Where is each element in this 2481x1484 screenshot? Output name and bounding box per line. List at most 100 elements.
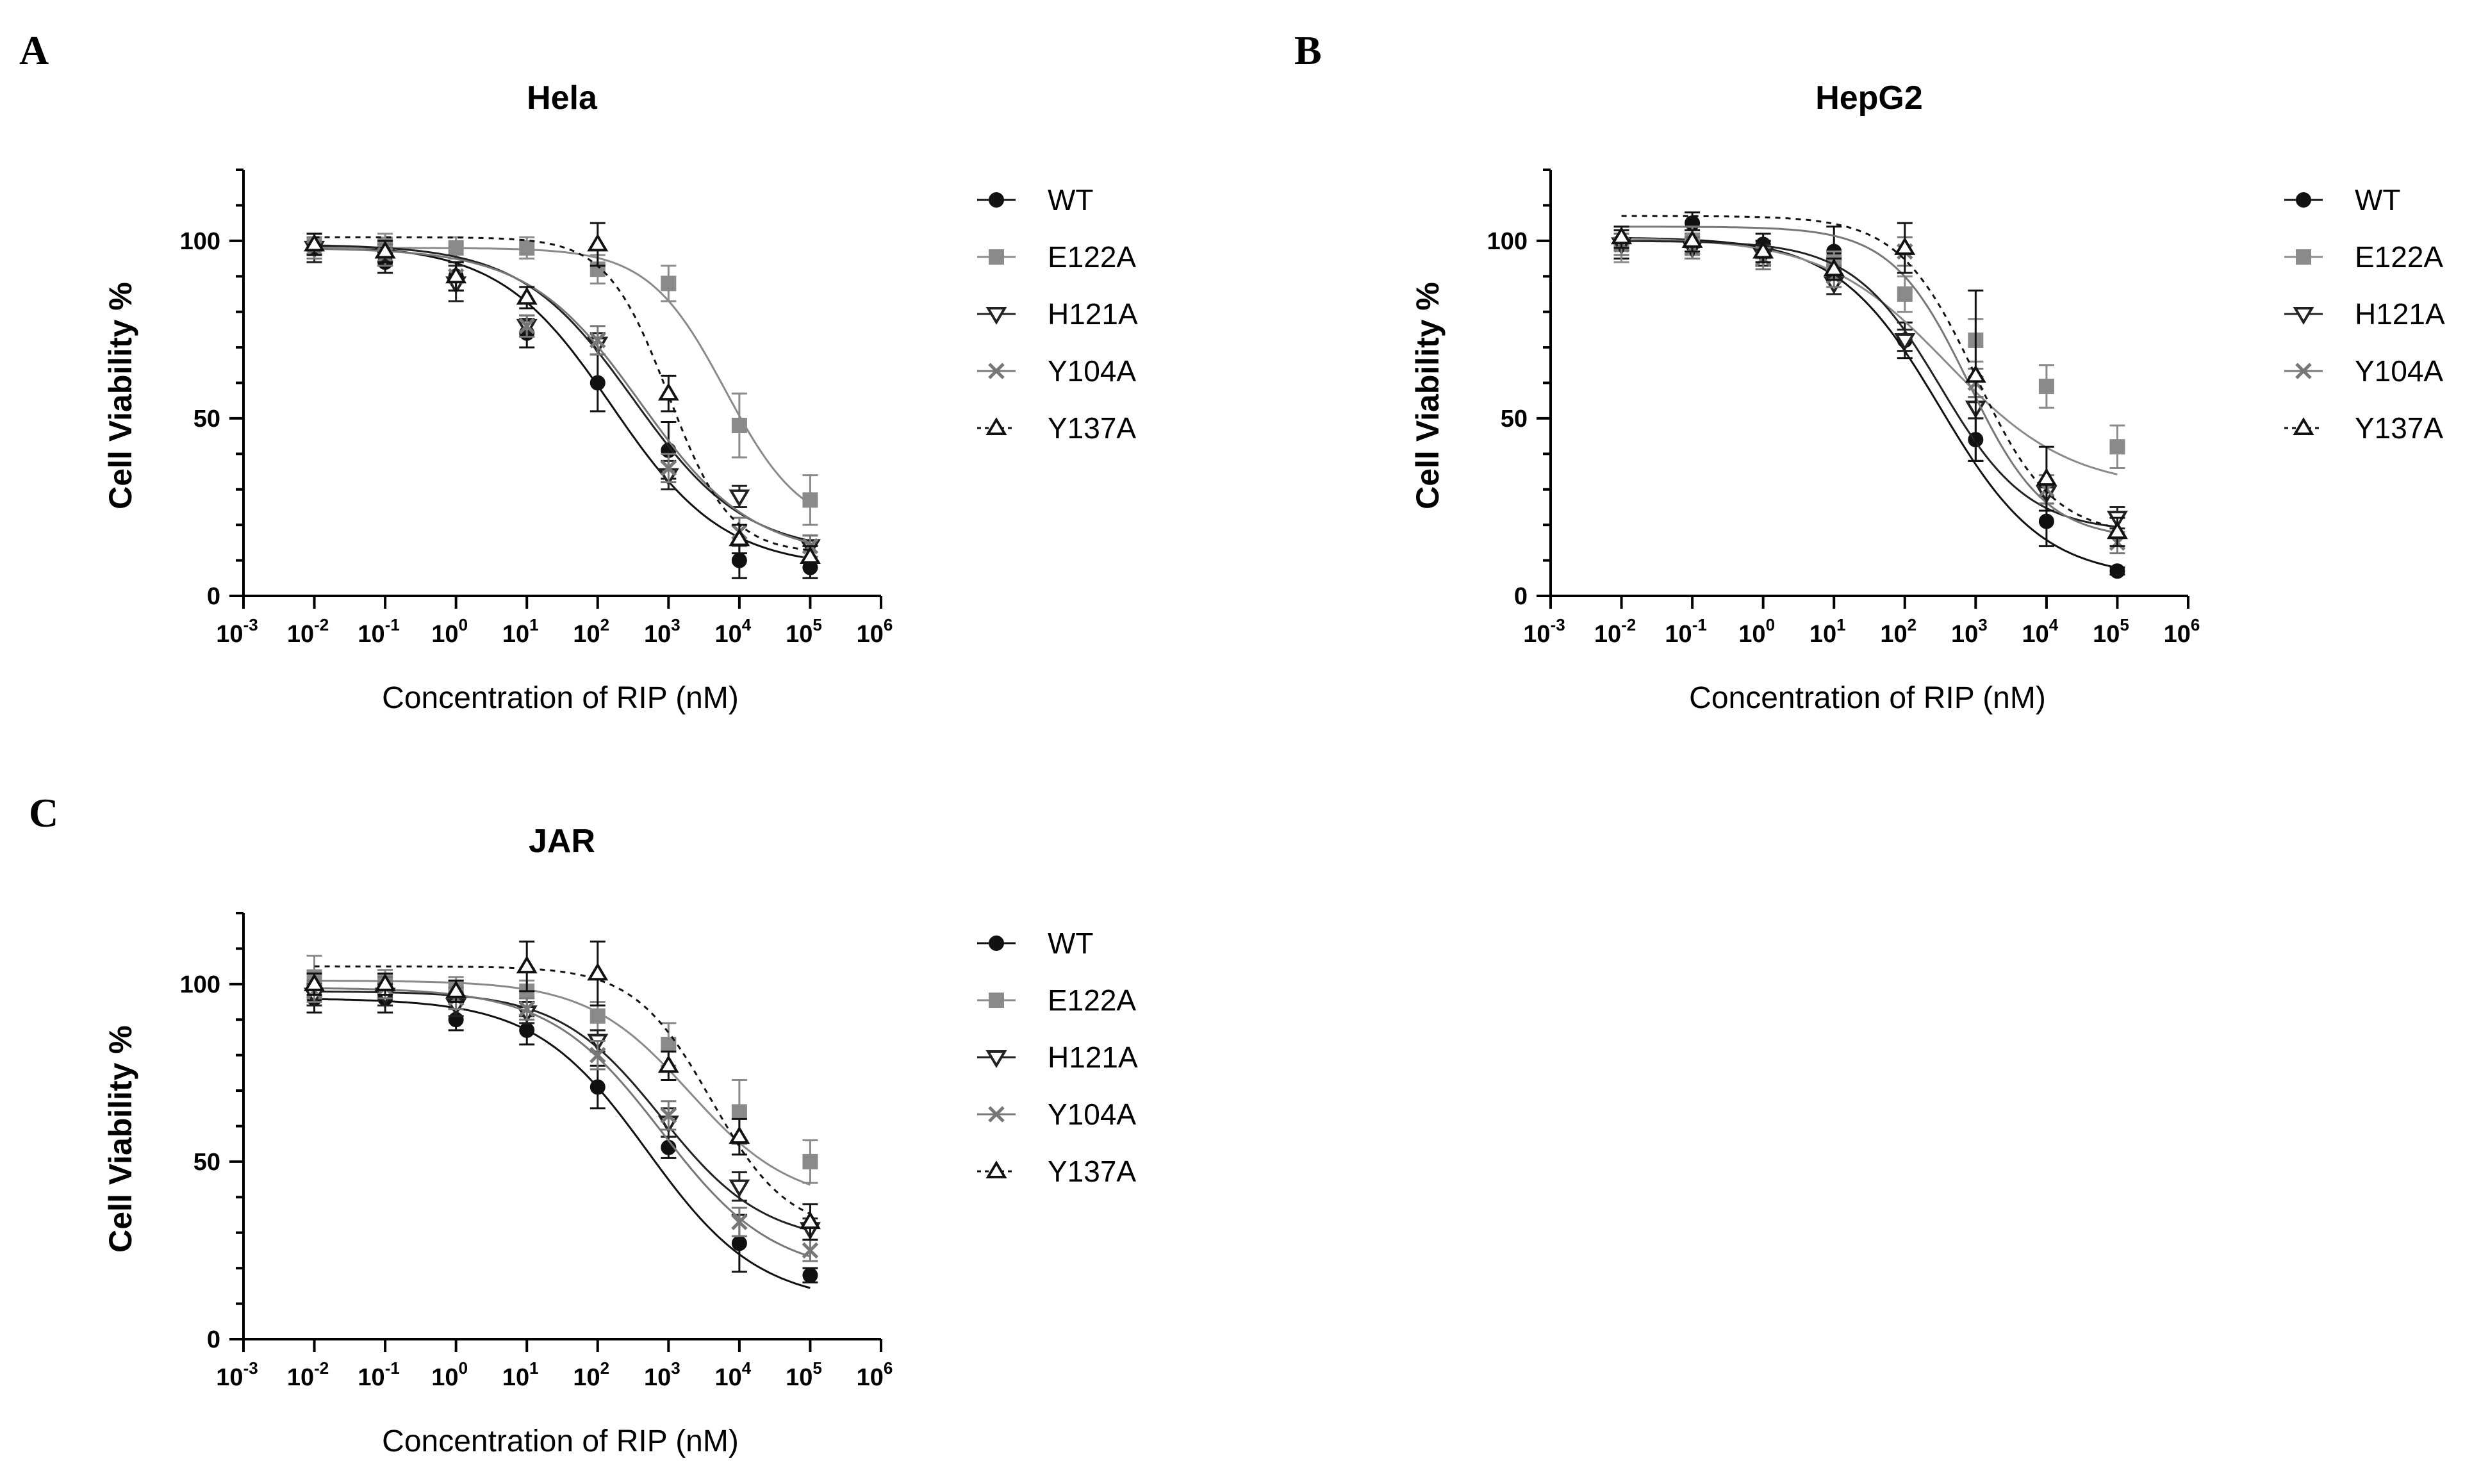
fit-curve [1621, 215, 2118, 529]
chart-title: JAR [529, 823, 595, 860]
legend-marker [985, 417, 1007, 435]
fit-curve [314, 247, 811, 544]
data-point [374, 240, 396, 259]
legend-item-wt: WT [977, 183, 1094, 217]
data-point [1611, 226, 1633, 245]
x-tick-label: 103 [644, 1358, 680, 1391]
legend-marker [2293, 417, 2314, 435]
data-point [1965, 365, 1986, 383]
data-point [799, 1211, 821, 1230]
legend-label: E122A [2355, 240, 2443, 274]
legend-marker [989, 249, 1004, 265]
legend-label: WT [1048, 927, 1094, 960]
data-point [731, 1104, 747, 1120]
x-tick-label: 104 [2022, 615, 2059, 648]
panel-letter-b: B [1294, 28, 1322, 73]
legend-marker [988, 363, 1005, 379]
y-axis-label: Cell Viability % [103, 1025, 138, 1253]
data-point [1894, 236, 1916, 255]
x-tick-label: 106 [857, 1358, 893, 1391]
legend-label: Y137A [1048, 1155, 1136, 1188]
legend-label: Y104A [2355, 354, 2443, 388]
data-point [589, 1008, 606, 1024]
chart-jar: JAR 0 50 100 10-3 10-2 10-1 100 101 102 103 104 105 1… [103, 823, 1138, 1458]
x-axis-label: Concentration of RIP (nM) [1689, 681, 2046, 715]
fit-curve [1621, 240, 2118, 528]
x-tick-label: 101 [502, 1358, 539, 1391]
y-tick-label: 100 [180, 971, 220, 998]
fit-curve [314, 980, 811, 1186]
data-point [2106, 521, 2128, 540]
data-point [589, 1079, 606, 1095]
x-tick-label: 100 [431, 615, 468, 648]
data-point [519, 1022, 535, 1038]
legend-item-h121a: H121A [977, 297, 1138, 331]
x-tick-label: 106 [857, 615, 893, 648]
legend-item-y137a: Y137A [2284, 411, 2443, 445]
x-tick-label: 100 [431, 1358, 468, 1391]
data-point [2038, 513, 2054, 529]
legend-marker [2293, 307, 2314, 325]
data-point [518, 1000, 535, 1018]
x-tick-label: 10-3 [1523, 615, 1565, 648]
data-point [1752, 240, 1774, 259]
x-tick-label: 101 [1809, 615, 1846, 648]
x-tick-label: 10-3 [216, 1358, 258, 1391]
y-tick-label: 50 [194, 1149, 220, 1176]
x-axis-label: Concentration of RIP (nM) [382, 681, 739, 715]
legend-label: Y137A [2355, 411, 2443, 445]
data-point [304, 973, 326, 991]
legend-label: WT [2355, 183, 2401, 217]
data-point [660, 1107, 677, 1124]
data-point [2109, 563, 2125, 579]
data-point [516, 955, 538, 974]
x-tick-label: 104 [715, 615, 752, 648]
data-point [2038, 379, 2054, 395]
series-wt [1613, 211, 2125, 579]
data-point [445, 980, 467, 998]
data-point [304, 233, 326, 252]
data-point [799, 546, 821, 565]
legend-marker [989, 936, 1004, 951]
legend-label: Y104A [1048, 354, 1136, 388]
data-point [729, 1179, 750, 1198]
fit-curve [314, 990, 811, 1232]
legend-marker [989, 993, 1004, 1008]
data-point [657, 1055, 679, 1073]
series-e122a [1613, 226, 2125, 475]
data-point [802, 1153, 818, 1169]
y-tick-label: 100 [1487, 228, 1528, 255]
x-tick-label: 103 [644, 615, 680, 648]
legend-item-e122a: E122A [977, 984, 1136, 1017]
x-tick-label: 105 [2093, 615, 2129, 648]
chart-hepg2: HepG2 0 50 100 10-3 10-2 10-1 100 101 102 103 104 10… [1410, 79, 2445, 715]
x-tick-label: 10-2 [1594, 615, 1636, 648]
data-point [589, 375, 606, 391]
data-point [729, 528, 750, 547]
x-tick-label: 102 [573, 615, 609, 648]
fit-curve [314, 987, 811, 1258]
series-y104a [306, 236, 819, 558]
data-point [589, 1046, 606, 1064]
data-point [657, 383, 679, 401]
data-point [661, 276, 677, 292]
legend-marker [985, 1050, 1007, 1068]
data-point [729, 1126, 750, 1144]
x-tick-label: 101 [502, 615, 539, 648]
data-point [448, 240, 464, 256]
legend-item-y104a: Y104A [977, 354, 1136, 388]
legend-marker [989, 192, 1004, 208]
legend-item-wt: WT [2284, 183, 2401, 217]
fit-curve [314, 998, 811, 1289]
data-point [731, 552, 747, 568]
legend-item-h121a: H121A [2284, 297, 2445, 331]
data-point [516, 286, 538, 305]
y-tick-label: 50 [194, 406, 220, 433]
data-point [731, 418, 747, 433]
y-tick-label: 50 [1501, 406, 1528, 433]
series-y137a [1611, 215, 2128, 547]
x-axis-label: Concentration of RIP (nM) [382, 1424, 739, 1458]
data-point [589, 332, 606, 349]
y-tick-label: 100 [180, 228, 220, 255]
